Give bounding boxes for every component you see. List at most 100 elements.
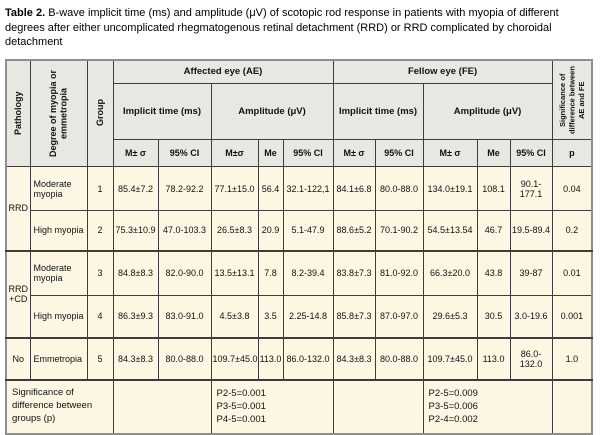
cell-r4-fe-amp-me: 30.5 — [476, 295, 511, 339]
header-ae-implicit-time: Implicit time (ms) — [112, 83, 212, 141]
cell-r3-fe-amp-mean: 66.3±20.0 — [422, 249, 478, 297]
cell-r2-fe-amp-mean: 54.5±13.54 — [422, 210, 478, 252]
header-pathology: Pathology — [5, 59, 31, 168]
cell-r1-ae-amp-mean: 77.1±15.0 — [210, 166, 259, 212]
cell-r1-fe-amp-me: 108.1 — [476, 166, 511, 212]
cell-r2-ae-amp-me: 20.9 — [257, 210, 284, 252]
cell-r5-fe-amp-ci: 86.0-132.0 — [509, 336, 553, 381]
footer-p-empty — [551, 378, 593, 435]
footer-ae-it-empty — [112, 378, 212, 435]
footer-ae-amp-pvalues: P2-5=0.001 P3-5=0.001 P4-5=0.001 — [210, 378, 334, 435]
cell-r1-fe-it-mean: 84.1±6.8 — [332, 166, 376, 212]
cell-r1-fe-amp-mean: 134.0±19.1 — [422, 166, 478, 212]
table-caption-label: Table 2. — [5, 7, 46, 19]
cell-r3-ae-amp-mean: 13.5±13.1 — [210, 249, 259, 297]
header-fe-it-ci: 95% CI — [374, 139, 424, 168]
header-fellow-eye: Fellow eye (FE) — [332, 59, 553, 85]
cell-r4-ae-it-ci: 83.0-91.0 — [157, 295, 212, 339]
cell-r1-pathology: RRD — [5, 166, 31, 252]
cell-r2-degree: High myopia — [29, 210, 88, 252]
cell-r2-fe-it-mean: 88.6±5.2 — [332, 210, 376, 252]
header-significance-ae-fe: Significance of difference between AE an… — [551, 59, 593, 141]
cell-r4-fe-amp-ci: 3.0-19.6 — [509, 295, 553, 339]
cell-r1-fe-it-ci: 80.0-88.0 — [374, 166, 424, 212]
header-ae-amp-mean: M±σ — [210, 139, 259, 168]
p-value-line: P3-5=0.001 — [216, 400, 266, 412]
header-group: Group — [86, 59, 114, 168]
cell-r5-degree: Emmetropia — [29, 336, 88, 381]
header-affected-eye: Affected eye (AE) — [112, 59, 334, 85]
cell-r3-fe-it-mean: 83.8±7.3 — [332, 249, 376, 297]
cell-r4-degree: High myopia — [29, 295, 88, 339]
table-row-group2: High myopia 2 75.3±10.9 47.0-103.3 26.5±… — [6, 210, 593, 252]
cell-r2-ae-it-ci: 47.0-103.3 — [157, 210, 212, 252]
cell-r3-ae-it-ci: 82.0-90.0 — [157, 249, 212, 297]
p-value-line: P2-5=0.001 — [216, 387, 266, 399]
header-group-label: Group — [94, 99, 105, 127]
footer-label: Significance of difference between group… — [5, 378, 114, 435]
p-value-line: P2-4=0.002 — [428, 414, 478, 426]
header-fe-amp-mean: M± σ — [422, 139, 478, 168]
header-fe-amp-ci: 95% CI — [509, 139, 553, 168]
table-caption-text: B-wave implicit time (ms) and amplitude … — [5, 7, 559, 49]
cell-r1-ae-it-mean: 85.4±7.2 — [112, 166, 159, 212]
table-row-group3: RRD +CD Moderate myopia 3 84.8±8.3 82.0-… — [5, 249, 593, 339]
header-ae-amp-ci: 95% CI — [282, 139, 334, 168]
p-value-line: P2-5=0.009 — [428, 387, 478, 399]
header-row-eyes: Pathology Degree of myopia or emmetropia… — [5, 59, 593, 168]
header-fe-amplitude: Amplitude (μV) — [422, 83, 553, 141]
table-caption: Table 2. B-wave implicit time (ms) and a… — [5, 6, 595, 50]
header-row-measures: Implicit time (ms) Amplitude (μV) Implic… — [6, 83, 592, 141]
header-fe-amp-me: Me — [476, 139, 511, 168]
cell-r5-fe-amp-me: 113.0 — [476, 336, 511, 381]
header-fe-implicit-time: Implicit time (ms) — [332, 83, 424, 141]
cell-r3-group: 3 — [86, 249, 114, 297]
header-p: p — [551, 139, 593, 168]
table-row-group4: High myopia 4 86.3±9.3 83.0-91.0 4.5±3.8… — [6, 295, 593, 339]
cell-r3-p: 0.01 — [551, 249, 593, 297]
cell-r2-p: 0.2 — [551, 210, 593, 252]
cell-r2-fe-it-ci: 70.1-90.2 — [374, 210, 424, 252]
header-pathology-label: Pathology — [12, 91, 23, 136]
cell-r3-degree: Moderate myopia — [29, 249, 88, 297]
cell-r1-fe-amp-ci: 90.1-177.1 — [509, 166, 553, 212]
cell-r4-fe-amp-mean: 29.6±5.3 — [422, 295, 478, 339]
footer-fe-it-empty — [332, 378, 424, 435]
results-table: Pathology Degree of myopia or emmetropia… — [5, 58, 594, 435]
header-ae-it-ci: 95% CI — [157, 139, 212, 168]
cell-r3-ae-amp-me: 7.8 — [257, 249, 284, 297]
cell-r5-ae-amp-ci: 86.0-132.0 — [282, 336, 334, 381]
cell-r4-ae-amp-me: 3.5 — [257, 295, 284, 339]
table-row-group1: RRD Moderate myopia 1 85.4±7.2 78.2-92.2… — [5, 166, 593, 252]
cell-r5-pathology: No — [5, 336, 31, 381]
header-ae-amp-me: Me — [257, 139, 284, 168]
header-row-stats: M± σ 95% CI M±σ Me 95% CI M± σ 95% CI M±… — [6, 139, 593, 168]
cell-r1-p: 0.04 — [551, 166, 593, 212]
cell-r5-group: 5 — [86, 336, 114, 381]
cell-r4-ae-amp-ci: 2.25-14.8 — [282, 295, 334, 339]
cell-r2-fe-amp-me: 46.7 — [476, 210, 511, 252]
cell-r3-ae-amp-ci: 8.2-39.4 — [282, 249, 334, 297]
cell-r5-ae-amp-mean: 109.7±45.0 — [210, 336, 259, 381]
cell-r5-ae-amp-me: 113.0 — [257, 336, 284, 381]
cell-r1-ae-amp-ci: 32.1-122,1 — [282, 166, 334, 212]
cell-r4-p: 0.001 — [551, 295, 593, 339]
cell-r2-fe-amp-ci: 19.5-89.4 — [509, 210, 553, 252]
header-degree-label: Degree of myopia or emmetropia — [47, 69, 69, 157]
cell-r2-ae-amp-mean: 26.5±8.3 — [210, 210, 259, 252]
cell-r5-ae-it-mean: 84.3±8.3 — [112, 336, 159, 381]
footer-row: Significance of difference between group… — [5, 378, 593, 435]
cell-r1-ae-amp-me: 56.4 — [257, 166, 284, 212]
header-ae-amplitude: Amplitude (μV) — [210, 83, 334, 141]
header-fe-it-mean: M± σ — [332, 139, 376, 168]
cell-r3-fe-it-ci: 81.0-92.0 — [374, 249, 424, 297]
cell-r5-ae-it-ci: 80.0-88.0 — [157, 336, 212, 381]
p-value-line: P4-5=0.001 — [216, 414, 266, 426]
cell-r3-fe-amp-ci: 39-87 — [509, 249, 553, 297]
cell-r2-ae-it-mean: 75.3±10.9 — [112, 210, 159, 252]
cell-r4-ae-amp-mean: 4.5±3.8 — [210, 295, 259, 339]
cell-r2-ae-amp-ci: 5.1-47.9 — [282, 210, 334, 252]
cell-r5-p: 1.0 — [551, 336, 593, 381]
table-row-group5: No Emmetropia 5 84.3±8.3 80.0-88.0 109.7… — [5, 336, 593, 381]
